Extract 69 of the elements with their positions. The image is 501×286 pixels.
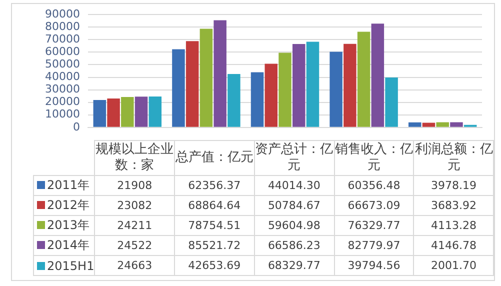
data-label: 85521.72 bbox=[174, 236, 254, 256]
data-label: 68329.77 bbox=[254, 256, 334, 276]
bar bbox=[107, 98, 120, 127]
data-label: 21908 bbox=[94, 176, 174, 196]
y-tick-label: 80000 bbox=[45, 20, 80, 33]
bar bbox=[93, 100, 106, 127]
x-tick-label: 总产值：亿元 bbox=[174, 140, 254, 176]
bar bbox=[186, 41, 199, 127]
bar bbox=[172, 49, 185, 127]
y-tick-label: 90000 bbox=[45, 7, 80, 20]
data-label: 24663 bbox=[94, 256, 174, 276]
data-label: 3683.92 bbox=[414, 196, 494, 216]
y-tick-label: 20000 bbox=[45, 95, 80, 108]
data-label: 4113.28 bbox=[414, 216, 494, 236]
bar bbox=[385, 78, 398, 127]
bar bbox=[330, 52, 342, 127]
legend-label: 2011年 bbox=[47, 178, 90, 192]
bar bbox=[214, 20, 226, 127]
bar bbox=[371, 24, 384, 127]
data-label: 23082 bbox=[94, 196, 174, 216]
bar bbox=[121, 97, 134, 127]
x-tick-label: 资产总计：亿元 bbox=[254, 140, 334, 176]
data-label: 3978.19 bbox=[414, 176, 494, 196]
y-tick-label: 10000 bbox=[45, 108, 80, 121]
x-tick-label: 规模以上企业数：家 bbox=[94, 140, 174, 176]
data-label: 68864.64 bbox=[174, 196, 254, 216]
bar bbox=[278, 52, 292, 127]
data-label: 78754.51 bbox=[174, 216, 254, 236]
data-label: 60356.48 bbox=[334, 176, 414, 196]
x-tick-label: 利润总额：亿元 bbox=[414, 140, 494, 176]
data-label: 24522 bbox=[94, 236, 174, 256]
y-tick-label: 60000 bbox=[45, 45, 80, 58]
y-tick-label: 30000 bbox=[45, 82, 80, 96]
data-label: 66586.23 bbox=[254, 236, 334, 256]
y-tick-label: 40000 bbox=[45, 70, 80, 84]
legend-label: 2015H1 bbox=[47, 258, 94, 272]
data-label: 42653.69 bbox=[174, 256, 254, 276]
data-label: 2001.70 bbox=[414, 256, 494, 276]
data-label: 4146.78 bbox=[414, 236, 494, 256]
bar bbox=[436, 122, 449, 127]
x-tick-label: 销售收入：亿元 bbox=[334, 140, 414, 176]
legend-label: 2014年 bbox=[47, 238, 90, 252]
data-label: 82779.97 bbox=[334, 236, 414, 256]
data-label: 39794.56 bbox=[334, 256, 414, 276]
bar bbox=[450, 122, 463, 127]
y-tick-label: 70000 bbox=[45, 32, 80, 46]
bar bbox=[134, 96, 148, 127]
data-label: 62356.37 bbox=[174, 176, 254, 196]
bar bbox=[408, 122, 422, 127]
y-tick-label: 50000 bbox=[45, 58, 80, 71]
bar bbox=[250, 72, 264, 127]
bar bbox=[357, 32, 370, 127]
bar bbox=[228, 74, 240, 127]
legend-label: 2012年 bbox=[47, 198, 90, 212]
data-label: 59604.98 bbox=[254, 216, 334, 236]
bar bbox=[292, 44, 306, 127]
legend-label: 2013年 bbox=[47, 218, 90, 232]
data-label: 50784.67 bbox=[254, 196, 334, 216]
bar bbox=[344, 44, 356, 127]
y-tick-label: 0 bbox=[73, 120, 80, 134]
bar bbox=[422, 122, 436, 127]
bar bbox=[306, 42, 320, 127]
bar bbox=[200, 28, 213, 127]
data-label: 44014.30 bbox=[254, 176, 334, 196]
bar bbox=[264, 64, 278, 127]
data-label: 24211 bbox=[94, 216, 174, 236]
data-label: 66673.09 bbox=[334, 196, 414, 216]
bar bbox=[148, 96, 162, 127]
data-label: 76329.77 bbox=[334, 216, 414, 236]
